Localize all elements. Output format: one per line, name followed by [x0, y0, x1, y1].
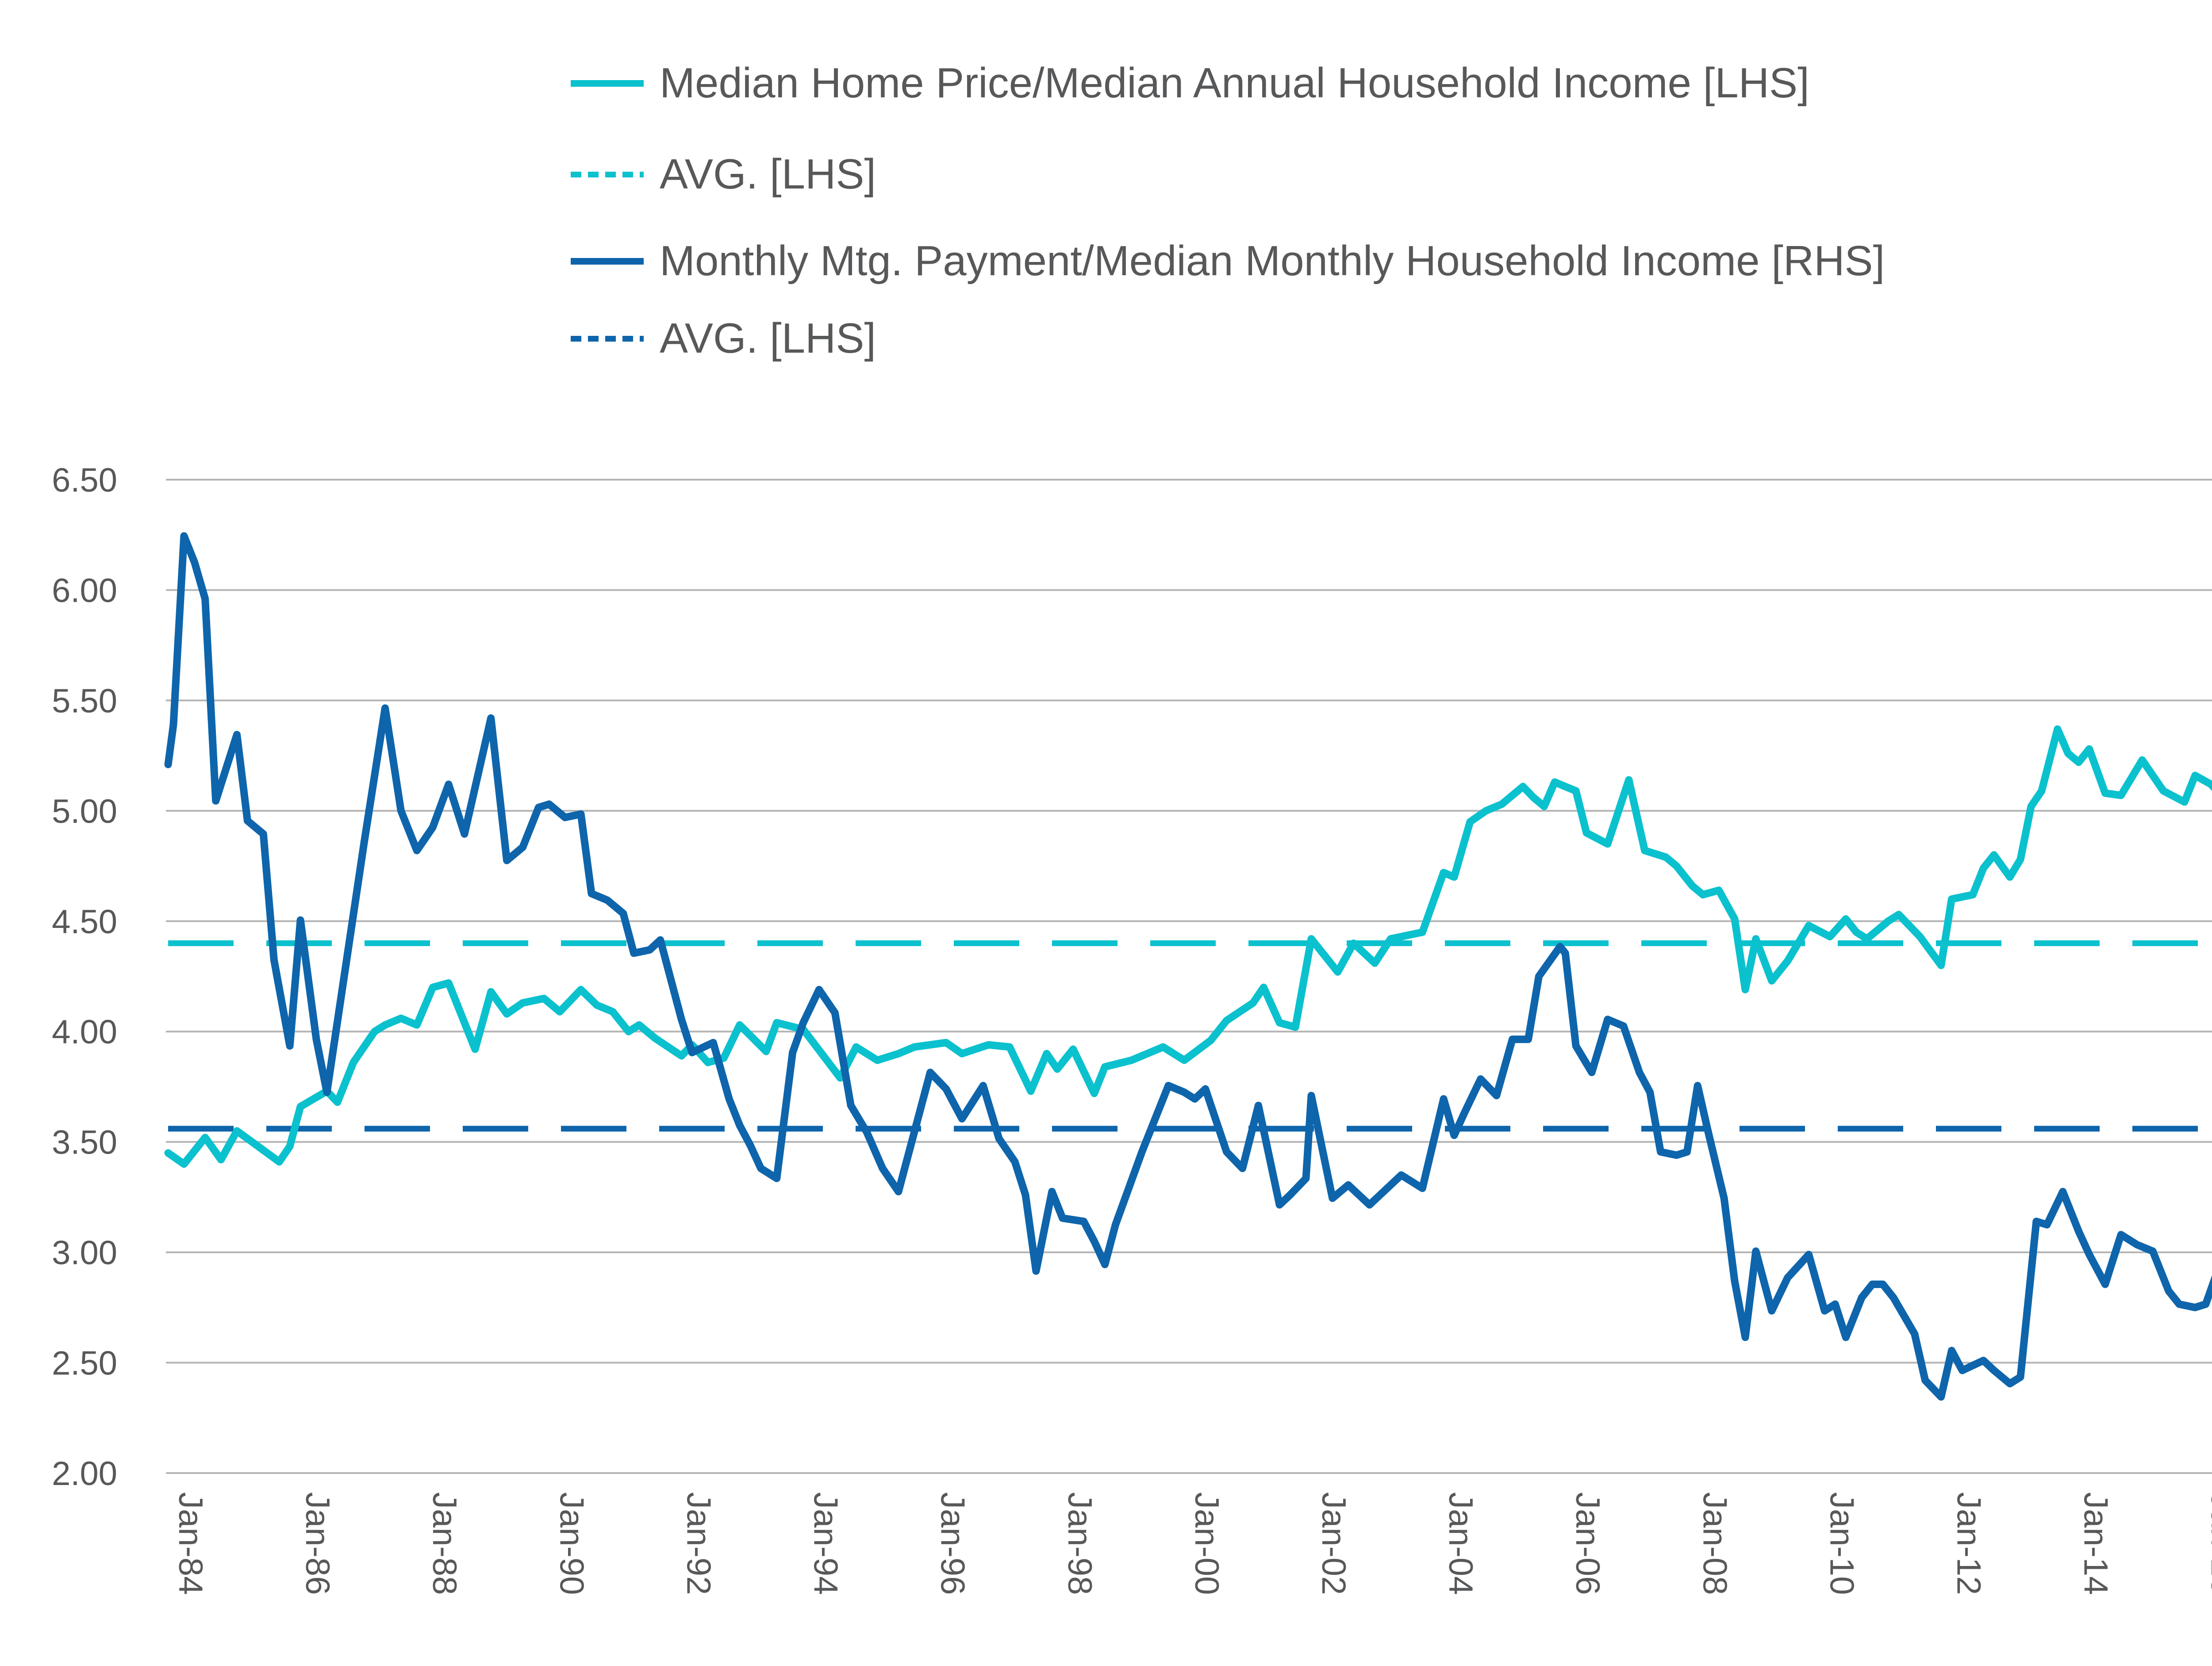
y-left-tick-4.50: 4.50	[52, 903, 117, 941]
legend-label: Median Home Price/Median Annual Househol…	[660, 59, 1809, 107]
legend-swatch-dashed-blue-icon	[571, 335, 644, 342]
series-line-left	[164, 725, 2212, 1168]
legend-swatch-dashed-cyan-icon	[571, 171, 644, 177]
data-series	[164, 532, 2212, 1401]
x-tick-Jan-84: Jan-84	[172, 1492, 209, 1595]
y-left-tick-2.00: 2.00	[52, 1455, 117, 1493]
series-line-right	[164, 532, 2212, 1401]
x-tick-Jan-98: Jan-98	[1061, 1492, 1098, 1595]
x-tick-Jan-00: Jan-00	[1188, 1492, 1225, 1595]
x-tick-Jan-96: Jan-96	[934, 1492, 972, 1595]
x-tick-Jan-04: Jan-04	[1442, 1492, 1479, 1595]
x-tick-Jan-94: Jan-94	[807, 1492, 845, 1595]
x-tick-Jan-92: Jan-92	[680, 1492, 717, 1595]
legend-swatch-solid-blue-icon	[571, 258, 644, 265]
x-tick-Jan-86: Jan-86	[299, 1492, 336, 1595]
legend-label: AVG. [LHS]	[660, 150, 876, 198]
gridlines	[166, 479, 2212, 1474]
legend-item-home-price-ratio: Median Home Price/Median Annual Househol…	[571, 57, 1809, 110]
y-axis-left-labels: 6.50 6.00 5.50 5.00 4.50 4.00 3.50 3.00 2.50 2.00	[52, 462, 117, 1493]
x-tick-Jan-12: Jan-12	[1950, 1492, 1988, 1595]
y-left-tick-4.00: 4.00	[52, 1013, 117, 1051]
x-tick-Jan-10: Jan-10	[1823, 1492, 1860, 1595]
legend-swatch-solid-cyan-icon	[571, 80, 644, 87]
x-tick-Jan-02: Jan-02	[1315, 1492, 1352, 1595]
legend-item-mtg-payment-avg: AVG. [LHS]	[571, 312, 876, 365]
y-left-tick-6.00: 6.00	[52, 572, 117, 609]
y-left-tick-2.50: 2.50	[52, 1345, 117, 1382]
average-lines	[168, 940, 2212, 1132]
x-tick-Jan-06: Jan-06	[1569, 1492, 1606, 1595]
x-axis-labels: Jan-84 Jan-86 Jan-88 Jan-90 Jan-92 Jan-94 Jan-…	[172, 1492, 2212, 1595]
y-left-tick-3.00: 3.00	[52, 1234, 117, 1272]
y-left-tick-3.50: 3.50	[52, 1124, 117, 1162]
x-tick-Jan-08: Jan-08	[1696, 1492, 1733, 1595]
x-tick-Jan-90: Jan-90	[553, 1492, 590, 1595]
y-left-tick-5.00: 5.00	[52, 793, 117, 830]
x-tick-Jan-88: Jan-88	[426, 1492, 463, 1595]
legend-item-mtg-payment-ratio: Monthly Mtg. Payment/Median Monthly Hous…	[571, 235, 1885, 288]
legend-item-home-price-avg: AVG. [LHS]	[571, 148, 876, 201]
y-left-tick-6.50: 6.50	[52, 462, 117, 499]
legend-label: Monthly Mtg. Payment/Median Monthly Hous…	[660, 237, 1885, 285]
y-left-tick-5.50: 5.50	[52, 682, 117, 720]
x-tick-Jan-16: Jan-16	[2204, 1492, 2212, 1595]
x-tick-Jan-14: Jan-14	[2077, 1492, 2115, 1595]
legend-label: AVG. [LHS]	[660, 315, 876, 362]
